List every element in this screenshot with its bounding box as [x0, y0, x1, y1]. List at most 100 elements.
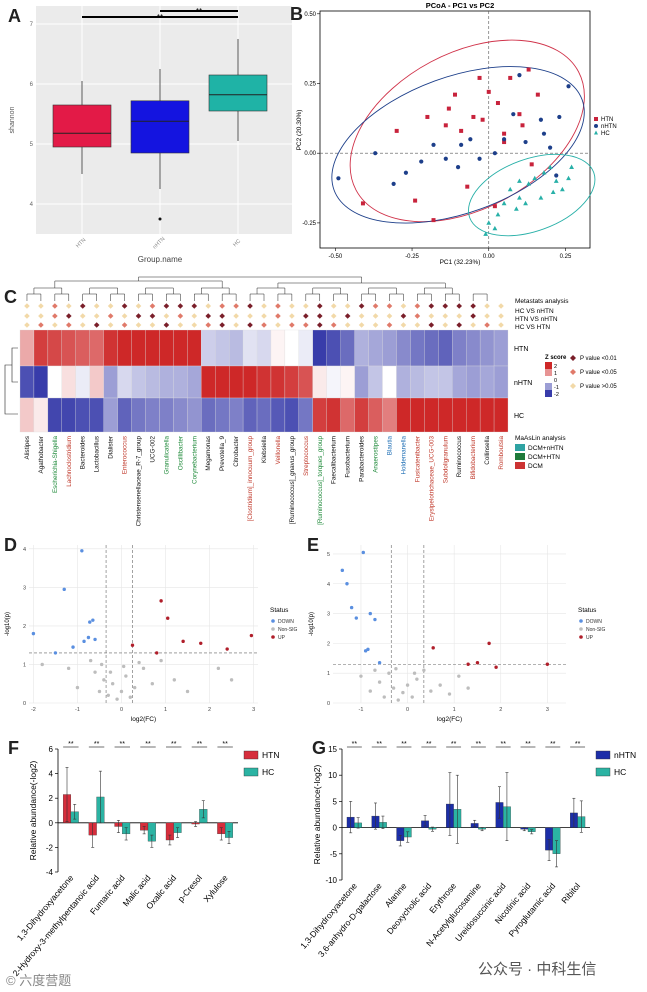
panel-d-xtick-label: -2: [31, 707, 36, 713]
panel-c-heatmap-cell: [438, 329, 453, 367]
panel-c-pvalue-diamond: [386, 303, 393, 309]
panel-b-legend-marker: [594, 130, 598, 135]
panel-b-point-hc: [495, 211, 501, 217]
panel-c-zscore-tick: 0: [554, 378, 557, 384]
panel-a-xlabel: Group.name: [138, 255, 183, 264]
panel-c-pvalue-diamond: [289, 303, 295, 309]
panel-c-zscore-tick: 2: [554, 364, 557, 370]
panel-g-ytick-label: 15: [328, 745, 337, 754]
panel-c-heatmap-cell: [19, 329, 35, 367]
panel-c-heatmap-cell: [242, 329, 258, 367]
panel-d-point-non-sig: [119, 689, 124, 694]
panel-c-pvalue-diamond: [205, 313, 212, 319]
panel-g-sig-label: **: [426, 741, 432, 748]
panel-b-point-htn: [502, 131, 507, 136]
panel-c-pvalue-legend-label: P value <0.01: [580, 356, 617, 362]
panel-b-point-nhtn: [455, 165, 461, 170]
panel-c-row-dendrogram: [4, 347, 18, 415]
panel-c-dendro-branch: [221, 293, 237, 301]
panel-c-pvalue-diamond: [442, 313, 449, 319]
panel-e-xtick-label: 2: [499, 707, 502, 713]
panel-e-status-marker: [579, 635, 583, 639]
panel-d-xlabel: log2(FC): [131, 716, 156, 723]
panel-c-heatmap-cell: [75, 397, 90, 433]
panel-b-point-hc: [523, 200, 528, 206]
panel-c-pvalue-diamond: [205, 322, 212, 328]
panel-c-heatmap-cell: [354, 329, 369, 367]
panel-c-pvalue-diamond: [484, 303, 490, 309]
panel-c-pvalue-diamond: [79, 322, 86, 328]
panel-c-heatmap-cell: [173, 329, 188, 367]
panel-c-heatmap-cell: [242, 397, 258, 433]
panel-c-maaslin-title: MaAsLin analysis: [515, 435, 566, 442]
panel-b-point-htn: [502, 140, 507, 145]
panel-c-pvalue-diamond: [24, 322, 30, 328]
panel-a-xticks: HTN nHTN HC: [75, 236, 242, 250]
panel-c-pvalue-diamond: [177, 303, 184, 309]
panel-c-heatmap-cell: [424, 365, 439, 399]
panel-c-heatmap: HTN nHTN HC Alistipes Agathobacter Escherich…: [4, 276, 617, 526]
panel-c-column-label: Fusicatenibacter: [414, 436, 421, 482]
panel-c-pvalue-diamond: [191, 313, 198, 319]
panel-c-pvalue-diamond: [275, 303, 281, 309]
panel-c-column-label: Collinsella: [484, 436, 491, 465]
panel-c-column-label: Prevotella_9: [219, 436, 226, 472]
panel-d-point-non-sig: [88, 658, 93, 663]
panel-d-point-up: [130, 643, 135, 647]
panel-c-heatmap-cell: [117, 329, 132, 367]
panel-b-point-hc: [501, 200, 507, 206]
panel-c-heatmap-cell: [396, 365, 411, 399]
panel-c-heatmap-cell: [33, 329, 49, 367]
panel-b-legend-label: nHTN: [601, 124, 617, 130]
panel-f-ytick-label: 0: [49, 819, 54, 828]
panel-c-column-label: Lactobacillus: [94, 436, 101, 472]
panel-c-zscore-swatch: [545, 376, 552, 383]
panel-c-pvalue-diamond: [330, 303, 337, 309]
panel-d-xtick-label: 0: [120, 707, 123, 713]
panel-c-pvalue-diamond: [330, 313, 337, 319]
panel-b-point-nhtn: [517, 73, 522, 78]
panel-e-ytick-label: 1: [327, 671, 330, 677]
panel-b-point-nhtn: [403, 170, 409, 175]
panel-e-status-marker: [579, 619, 583, 623]
panel-c-pvalue-diamond: [344, 313, 351, 319]
panel-c-pvalue-diamond: [79, 303, 86, 309]
panel-c-pvalue-diamond: [316, 322, 323, 328]
panel-e-point-down: [361, 550, 365, 555]
panel-c-pvalue-diamond: [344, 303, 351, 309]
panel-c-heatmap-cell: [452, 329, 467, 367]
panel-c-maaslin-label: DCM+HTN: [528, 454, 560, 461]
panel-b-point-htn: [360, 201, 365, 206]
panel-c-pvalue-diamond: [52, 303, 58, 309]
panel-g-sig-label: **: [550, 741, 556, 748]
panel-b-point-hc: [559, 186, 565, 192]
panel-f-xtick-label: Xylulose: [201, 873, 229, 904]
panel-c-pvalue-diamond: [414, 322, 421, 328]
panel-b-point-nhtn: [538, 117, 544, 122]
panel-c-pvalue-diamond: [233, 303, 239, 309]
panel-g-ytick-label: 5: [333, 797, 338, 806]
panel-c-heatmap-cell: [103, 329, 118, 367]
panel-c-column-label: Citrobacter: [233, 436, 240, 467]
panel-g-barchart: 151050-5-10**1,3-Dihydroxyacetone**3,6-a…: [298, 741, 636, 959]
panel-c-column-dendrogram: [26, 276, 488, 301]
panel-b-point-nhtn: [523, 139, 528, 145]
panel-g-legend-label: HC: [614, 767, 626, 777]
panel-c-heatmap-cell: [131, 365, 146, 399]
panel-f-sig-label: **: [145, 741, 151, 748]
panel-c-pvalue-diamond: [400, 313, 407, 319]
panel-d-status-label: Non-SIG: [278, 627, 298, 633]
panel-c-pvalue-diamond: [428, 313, 435, 319]
panel-c-pvalue-diamond: [498, 303, 504, 309]
panel-d-point-down: [53, 651, 58, 655]
panel-b-point-htn: [508, 75, 513, 80]
panel-c-column-label: UCG-002: [149, 436, 156, 463]
panel-letter-b: B: [290, 4, 303, 24]
panel-c-pvalue-diamond: [191, 303, 198, 309]
panel-b-point-nhtn: [557, 114, 562, 120]
panel-g-legend-swatch: [595, 767, 611, 777]
panel-b-legend-label: HC: [601, 131, 610, 137]
panel-b-point-hc: [532, 175, 538, 181]
panel-d-point-down: [93, 637, 97, 642]
panel-c-pvalue-diamond: [358, 322, 365, 328]
